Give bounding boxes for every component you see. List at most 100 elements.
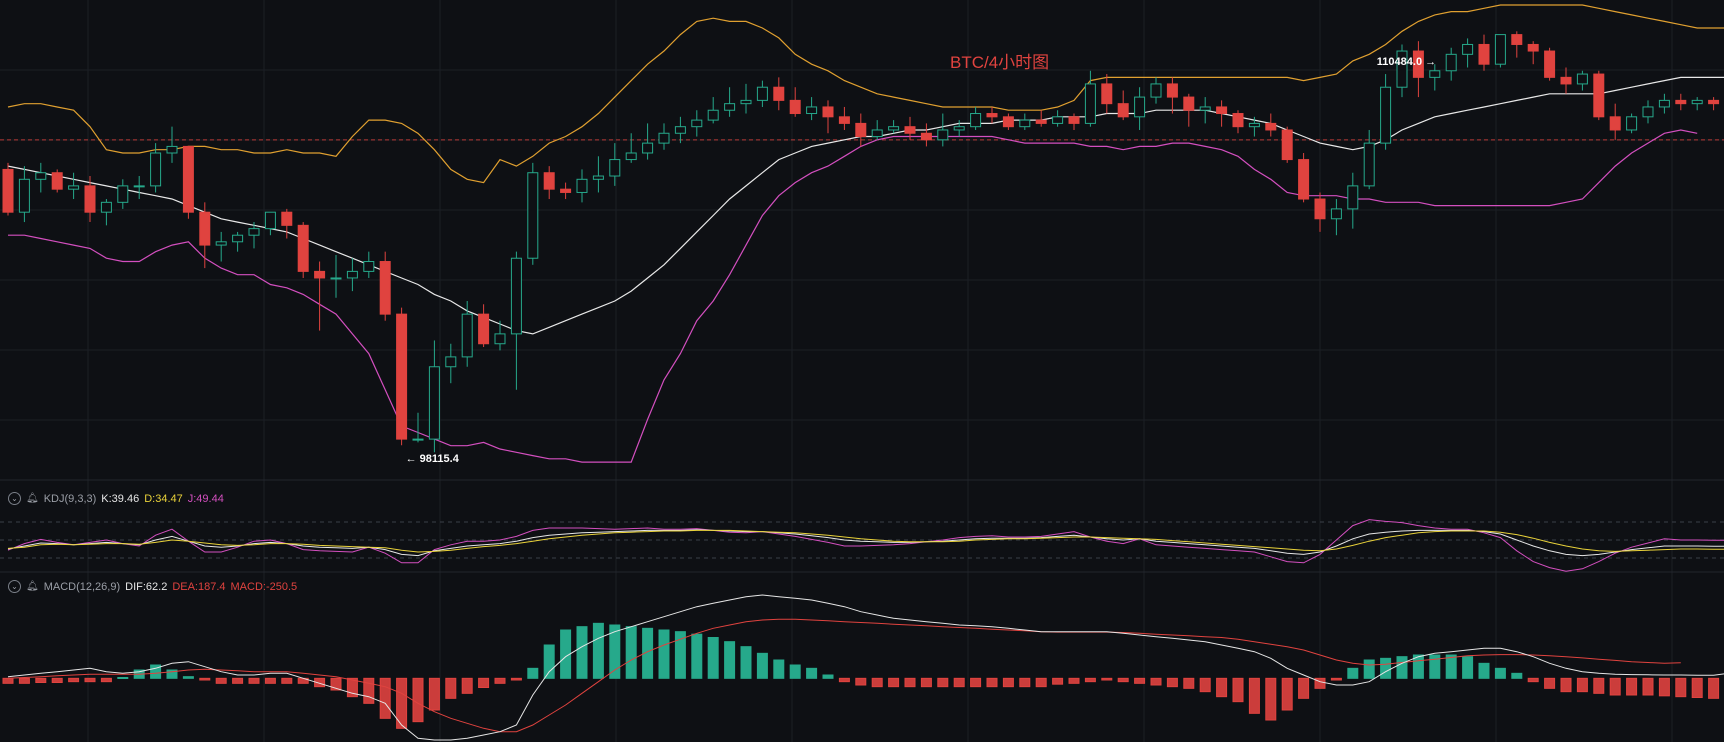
bell-icon[interactable]: 🔔︎ bbox=[26, 493, 39, 504]
candle-body bbox=[937, 129, 949, 141]
candle-body bbox=[494, 333, 506, 345]
macd-histogram-bar bbox=[510, 677, 522, 681]
macd-histogram-bar bbox=[806, 667, 818, 679]
candle-body bbox=[527, 172, 539, 259]
macd-histogram-bar bbox=[1527, 677, 1539, 683]
chart-title: BTC/4小时图 bbox=[950, 53, 1050, 72]
candle-body bbox=[625, 152, 637, 161]
candle-body bbox=[1330, 208, 1342, 220]
candle-body bbox=[707, 109, 719, 121]
macd-histogram-bar bbox=[707, 637, 719, 679]
candle-body bbox=[986, 113, 998, 118]
macd-histogram-bar bbox=[232, 677, 244, 684]
candle-body bbox=[133, 185, 145, 188]
kdj-legend: ⌄ 🔔︎ KDJ(9,3,3) K:39.46 D:34.47 J:49.44 bbox=[8, 492, 224, 505]
macd-histogram-bar bbox=[199, 677, 211, 681]
candle-body bbox=[1084, 83, 1096, 124]
candle-body bbox=[1281, 129, 1293, 161]
macd-histogram-bar bbox=[527, 667, 539, 679]
candle-body bbox=[756, 86, 768, 101]
kdj-name: KDJ(9,3,3) bbox=[43, 492, 97, 505]
macd-dea-line bbox=[7, 618, 1681, 733]
macd-histogram-bar bbox=[756, 652, 768, 679]
candle-body bbox=[1494, 34, 1506, 65]
candle-body bbox=[478, 313, 490, 345]
macd-histogram-bar bbox=[248, 677, 260, 684]
candle-body bbox=[1576, 73, 1588, 85]
candle-body bbox=[1478, 43, 1490, 65]
macd-histogram-bar bbox=[1101, 677, 1113, 681]
macd-histogram-bar bbox=[1576, 677, 1588, 693]
macd-histogram-bar bbox=[1642, 677, 1654, 696]
macd-histogram-bar bbox=[592, 622, 604, 679]
candle-body bbox=[953, 126, 965, 131]
candle-body bbox=[1593, 73, 1605, 118]
kdj-j-line bbox=[7, 519, 1724, 572]
bell-icon[interactable]: 🔔︎ bbox=[26, 581, 39, 592]
macd-histogram-bar bbox=[1609, 677, 1621, 696]
macd-histogram-bar bbox=[1298, 677, 1310, 699]
candle-body bbox=[1626, 116, 1638, 131]
candle-body bbox=[543, 172, 555, 190]
macd-histogram-bar bbox=[264, 677, 276, 684]
candle-body bbox=[18, 178, 30, 213]
macd-histogram-bar bbox=[1084, 677, 1096, 683]
macd-histogram-bar bbox=[396, 677, 408, 729]
macd-histogram-bar bbox=[1166, 677, 1178, 688]
candle-body bbox=[1199, 106, 1211, 111]
macd-histogram-bar bbox=[1544, 677, 1556, 689]
bollinger-mid-line bbox=[7, 76, 1724, 335]
candle-body bbox=[806, 106, 818, 115]
macd-dea-value: DEA:187.4 bbox=[172, 580, 226, 593]
candle-body bbox=[1527, 43, 1539, 52]
macd-histogram-bar bbox=[51, 677, 63, 683]
candle-body bbox=[1363, 142, 1375, 187]
macd-histogram-bar bbox=[1248, 677, 1260, 714]
macd-histogram-bar bbox=[215, 677, 227, 684]
macd-histogram-bar bbox=[1445, 654, 1457, 679]
bollinger-upper-line bbox=[7, 4, 1724, 184]
candle-body bbox=[1052, 116, 1064, 124]
high-price-annotation: 110484.0 → bbox=[1376, 56, 1437, 69]
macd-histogram-bar bbox=[1035, 677, 1047, 688]
low-price-annotation: ← 98115.4 bbox=[405, 453, 459, 466]
candle-body bbox=[1560, 76, 1572, 85]
macd-histogram-bar bbox=[1593, 677, 1605, 694]
candle-body bbox=[248, 228, 260, 236]
candle-body bbox=[1002, 116, 1014, 128]
candle-body bbox=[117, 185, 129, 203]
candle-body bbox=[68, 185, 80, 190]
candle-body bbox=[1462, 43, 1474, 55]
macd-legend: ⌄ 🔔︎ MACD(12,26,9) DIF:62.2 DEA:187.4 MA… bbox=[8, 580, 297, 593]
macd-histogram-bar bbox=[478, 677, 490, 688]
candle-body bbox=[1248, 122, 1260, 128]
candle-body bbox=[1216, 106, 1228, 115]
candle-body bbox=[1298, 159, 1310, 200]
candle-body bbox=[1019, 119, 1031, 128]
macd-histogram-bar bbox=[1478, 662, 1490, 679]
kdj-j-value: J:49.44 bbox=[187, 492, 224, 505]
candle-body bbox=[970, 113, 982, 128]
candle-body bbox=[100, 201, 112, 213]
candle-body bbox=[1232, 113, 1244, 128]
macd-histogram-bar bbox=[789, 664, 801, 679]
macd-histogram-bar bbox=[855, 677, 867, 686]
macd-histogram-bar bbox=[888, 677, 900, 688]
candle-body bbox=[838, 116, 850, 124]
macd-histogram-bar bbox=[1363, 659, 1375, 679]
candle-body bbox=[1265, 122, 1277, 131]
candle-body bbox=[1117, 103, 1129, 118]
macd-histogram-bar bbox=[1511, 672, 1523, 679]
candle-body bbox=[724, 103, 736, 111]
candle-body bbox=[1035, 119, 1047, 124]
collapse-kdj-icon[interactable]: ⌄ bbox=[8, 492, 21, 505]
macd-histogram-bar bbox=[100, 677, 112, 683]
macd-histogram-bar bbox=[1281, 677, 1293, 711]
candle-body bbox=[346, 270, 358, 279]
candle-body bbox=[1150, 83, 1162, 98]
candle-body bbox=[592, 175, 604, 180]
collapse-macd-icon[interactable]: ⌄ bbox=[8, 580, 21, 593]
macd-histogram-bar bbox=[625, 626, 637, 679]
